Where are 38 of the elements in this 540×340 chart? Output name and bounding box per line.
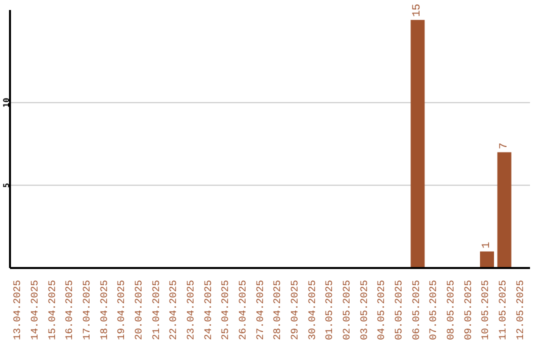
x-tick-label: 12.05.2025 <box>516 280 527 340</box>
bar <box>410 20 425 268</box>
x-tick-label: 23.04.2025 <box>186 280 198 340</box>
x-tick-label: 09.05.2025 <box>464 280 475 340</box>
x-tick-label: 05.05.2025 <box>394 280 406 340</box>
x-tick-label: 18.04.2025 <box>100 280 111 340</box>
data-label: 7 <box>498 142 510 150</box>
x-tick-label: 29.04.2025 <box>290 280 302 340</box>
data-label: 15 <box>412 4 424 17</box>
y-tick-label: 10 <box>2 98 11 108</box>
x-tick-label: 17.04.2025 <box>82 280 94 340</box>
y-tick-label: 5 <box>2 182 11 188</box>
data-label: 1 <box>481 241 493 248</box>
x-tick-label: 21.04.2025 <box>152 280 163 340</box>
x-tick-label: 11.05.2025 <box>498 280 510 340</box>
x-tick-label: 30.04.2025 <box>308 280 319 340</box>
bar <box>497 152 512 268</box>
x-tick-label: 15.04.2025 <box>48 280 59 340</box>
x-tick-label: 16.04.2025 <box>65 280 76 340</box>
x-tick-label: 14.04.2025 <box>30 280 42 340</box>
x-tick-label: 19.04.2025 <box>117 280 128 340</box>
x-tick-label: 08.05.2025 <box>446 280 458 340</box>
x-tick-label: 13.04.2025 <box>13 280 24 340</box>
x-tick-label: 06.05.2025 <box>412 280 423 340</box>
x-tick-label: 27.04.2025 <box>256 280 267 340</box>
x-tick-label: 25.04.2025 <box>221 280 232 340</box>
x-tick-label: 03.05.2025 <box>360 280 371 340</box>
x-tick-label: 04.05.2025 <box>377 280 388 340</box>
x-tick-label: 28.04.2025 <box>273 280 284 340</box>
x-tick-label: 10.05.2025 <box>481 280 492 340</box>
x-tick-label: 01.05.2025 <box>325 280 336 340</box>
x-tick-label: 20.04.2025 <box>134 280 146 340</box>
x-tick-label: 24.04.2025 <box>204 280 215 340</box>
x-tick-label: 26.04.2025 <box>238 280 250 340</box>
x-tick-label: 22.04.2025 <box>169 280 180 340</box>
x-tick-label: 07.05.2025 <box>429 280 440 340</box>
x-tick-label: 02.05.2025 <box>342 280 354 340</box>
bar <box>480 251 494 268</box>
